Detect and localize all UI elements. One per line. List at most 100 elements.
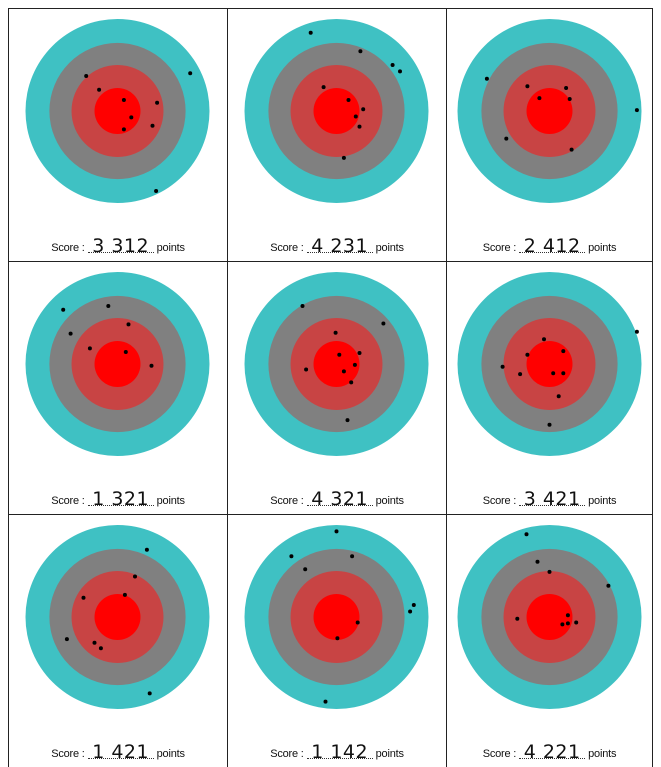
target (244, 525, 429, 709)
target (457, 525, 642, 709)
score-line: Score : 1 421 points (9, 741, 227, 763)
score-line: Score : 4 231 points (228, 235, 446, 257)
target (457, 272, 642, 456)
score-line: Score : 4 221 points (447, 741, 652, 763)
hit-mark (357, 124, 362, 129)
hit-mark (504, 136, 509, 141)
target-card-2: Score : 4 231 points (227, 8, 446, 261)
points-label: points (156, 748, 185, 760)
target-bullseye (94, 341, 141, 387)
hit-mark (561, 371, 566, 376)
hit-mark (155, 100, 160, 105)
hit-mark (355, 620, 360, 625)
points-label: points (588, 495, 617, 507)
target-bullseye (94, 594, 141, 640)
score-line: Score : 2 412 points (447, 235, 652, 257)
hit-mark (518, 372, 523, 377)
hit-mark (352, 362, 357, 367)
hit-mark (606, 583, 611, 588)
score-value: 1 142 (311, 741, 369, 763)
hit-mark (361, 107, 366, 112)
hit-mark (565, 621, 570, 626)
score-blank: 1 421 (86, 741, 156, 763)
target (25, 272, 210, 456)
score-blank: 1 142 (305, 741, 375, 763)
points-label: points (588, 242, 617, 254)
score-blank: 2 412 (517, 235, 587, 257)
hit-mark (97, 87, 102, 92)
target-bullseye (313, 341, 360, 387)
hit-mark (126, 322, 131, 327)
hit-mark (84, 74, 89, 78)
hit-mark (122, 592, 127, 597)
target-card-3: Score : 2 412 points (446, 8, 653, 261)
hit-mark (341, 369, 346, 374)
hit-mark (525, 84, 530, 89)
hit-mark (381, 321, 386, 326)
hit-mark (289, 554, 294, 559)
hit-mark (411, 603, 416, 607)
points-label: points (156, 242, 185, 254)
hit-mark (524, 532, 529, 537)
score-value: 2 412 (523, 235, 581, 257)
hit-mark (64, 637, 69, 642)
score-line: Score : 4 321 points (228, 488, 446, 510)
hit-mark (556, 394, 561, 399)
hit-mark (121, 98, 126, 102)
hit-mark (634, 108, 639, 113)
hit-mark (357, 351, 362, 355)
hit-mark (304, 367, 309, 372)
hit-mark (87, 346, 92, 351)
score-blank: 4 221 (517, 741, 587, 763)
target (25, 19, 210, 203)
points-label: points (156, 495, 185, 507)
score-blank: 4 231 (305, 235, 375, 257)
score-blank: 3 421 (517, 488, 587, 510)
target (457, 19, 642, 203)
hit-mark (561, 349, 566, 354)
hit-mark (634, 329, 639, 334)
hit-mark (323, 699, 328, 704)
hit-mark (106, 304, 111, 308)
target-card-4: Score : 1 321 points (8, 261, 227, 514)
target-sheet: Score :3 312 points Score :4 231 points Scor… (8, 8, 653, 767)
points-label: points (375, 495, 404, 507)
hit-mark (500, 364, 505, 369)
hit-mark (337, 352, 342, 357)
target-card-7: Score : 1 421 points (8, 514, 227, 767)
target (244, 272, 429, 456)
target (25, 525, 210, 709)
score-value: 4 231 (311, 235, 369, 257)
score-label: Score : (482, 495, 517, 507)
score-value: 4 321 (311, 488, 369, 510)
hit-mark (321, 85, 326, 90)
score-value: 4 221 (523, 741, 581, 763)
points-label: points (375, 748, 404, 760)
hit-mark (68, 331, 73, 336)
hit-mark (144, 547, 149, 552)
hit-mark (535, 559, 540, 564)
hit-mark (308, 30, 313, 35)
score-label: Score : (482, 242, 517, 254)
hit-mark (547, 569, 552, 574)
hit-mark (408, 609, 413, 614)
score-value: 3 312 (92, 235, 150, 257)
hit-mark (123, 350, 128, 354)
score-line: Score : 1 321 points (9, 488, 227, 510)
score-line: Score : 3 421 points (447, 488, 652, 510)
score-value: 1 321 (92, 488, 150, 510)
score-label: Score : (270, 748, 304, 760)
target-bullseye (526, 594, 573, 640)
hit-mark (390, 63, 395, 67)
target-card-9: Score : 4 221 points (446, 514, 653, 767)
hit-mark (350, 554, 355, 559)
hit-mark (560, 622, 565, 627)
target-bullseye (313, 594, 360, 640)
hit-mark (551, 371, 556, 376)
hit-mark (147, 691, 152, 696)
score-label: Score : (51, 748, 85, 760)
target-card-6: Score : 3 421 points (446, 261, 653, 514)
hit-mark (81, 595, 86, 600)
hit-mark (303, 567, 308, 572)
hit-mark (358, 49, 363, 54)
